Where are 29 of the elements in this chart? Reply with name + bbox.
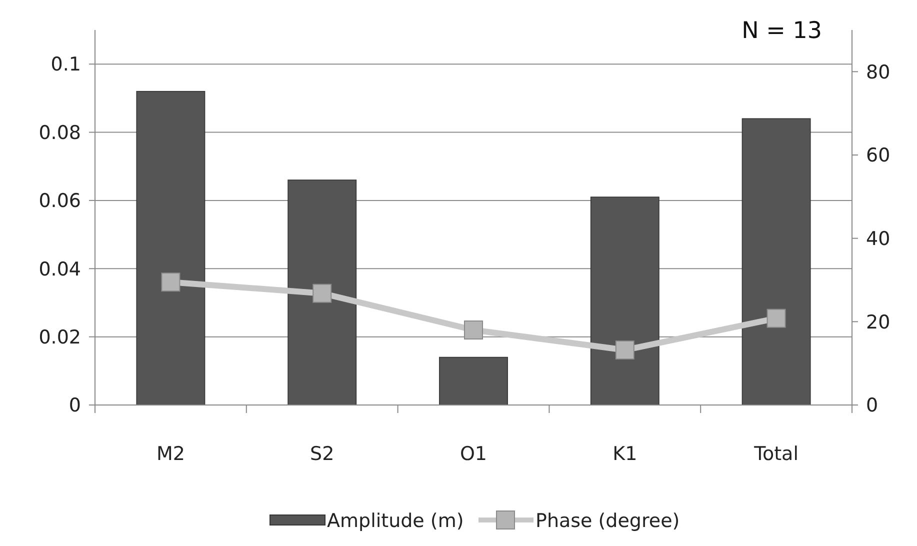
legend-label: Phase (degree) xyxy=(536,510,680,532)
point xyxy=(161,272,180,292)
x-tick-label: K1 xyxy=(612,443,638,465)
y-tick-label: 0.02 xyxy=(38,326,81,348)
y-tick-label: 0.06 xyxy=(38,190,81,212)
y-tick-label: 0.04 xyxy=(38,258,81,280)
y-tick-label: 0.1 xyxy=(50,54,81,76)
point xyxy=(312,284,332,303)
y2-tick-label: 80 xyxy=(866,61,890,84)
y-tick-label: 0 xyxy=(68,394,81,417)
bar xyxy=(288,180,357,406)
x-tick-label: Total xyxy=(753,443,798,465)
point xyxy=(615,340,634,360)
x-tick-label: O1 xyxy=(460,443,488,465)
bar xyxy=(742,118,811,406)
point xyxy=(464,320,483,340)
annotation: N = 13 xyxy=(742,18,822,44)
y-tick-label: 0.08 xyxy=(38,122,81,144)
bar xyxy=(136,90,206,406)
y2-tick-label: 40 xyxy=(866,228,890,250)
point xyxy=(766,308,786,328)
legend-label: Amplitude (m) xyxy=(327,510,464,532)
y2-tick-label: 20 xyxy=(866,311,890,334)
y2-tick-label: 60 xyxy=(866,144,890,167)
x-tick-label: M2 xyxy=(156,443,185,465)
bar xyxy=(590,196,660,406)
y2-tick-label: 0 xyxy=(866,394,878,417)
x-tick-label: S2 xyxy=(310,443,334,465)
bar xyxy=(439,356,508,406)
